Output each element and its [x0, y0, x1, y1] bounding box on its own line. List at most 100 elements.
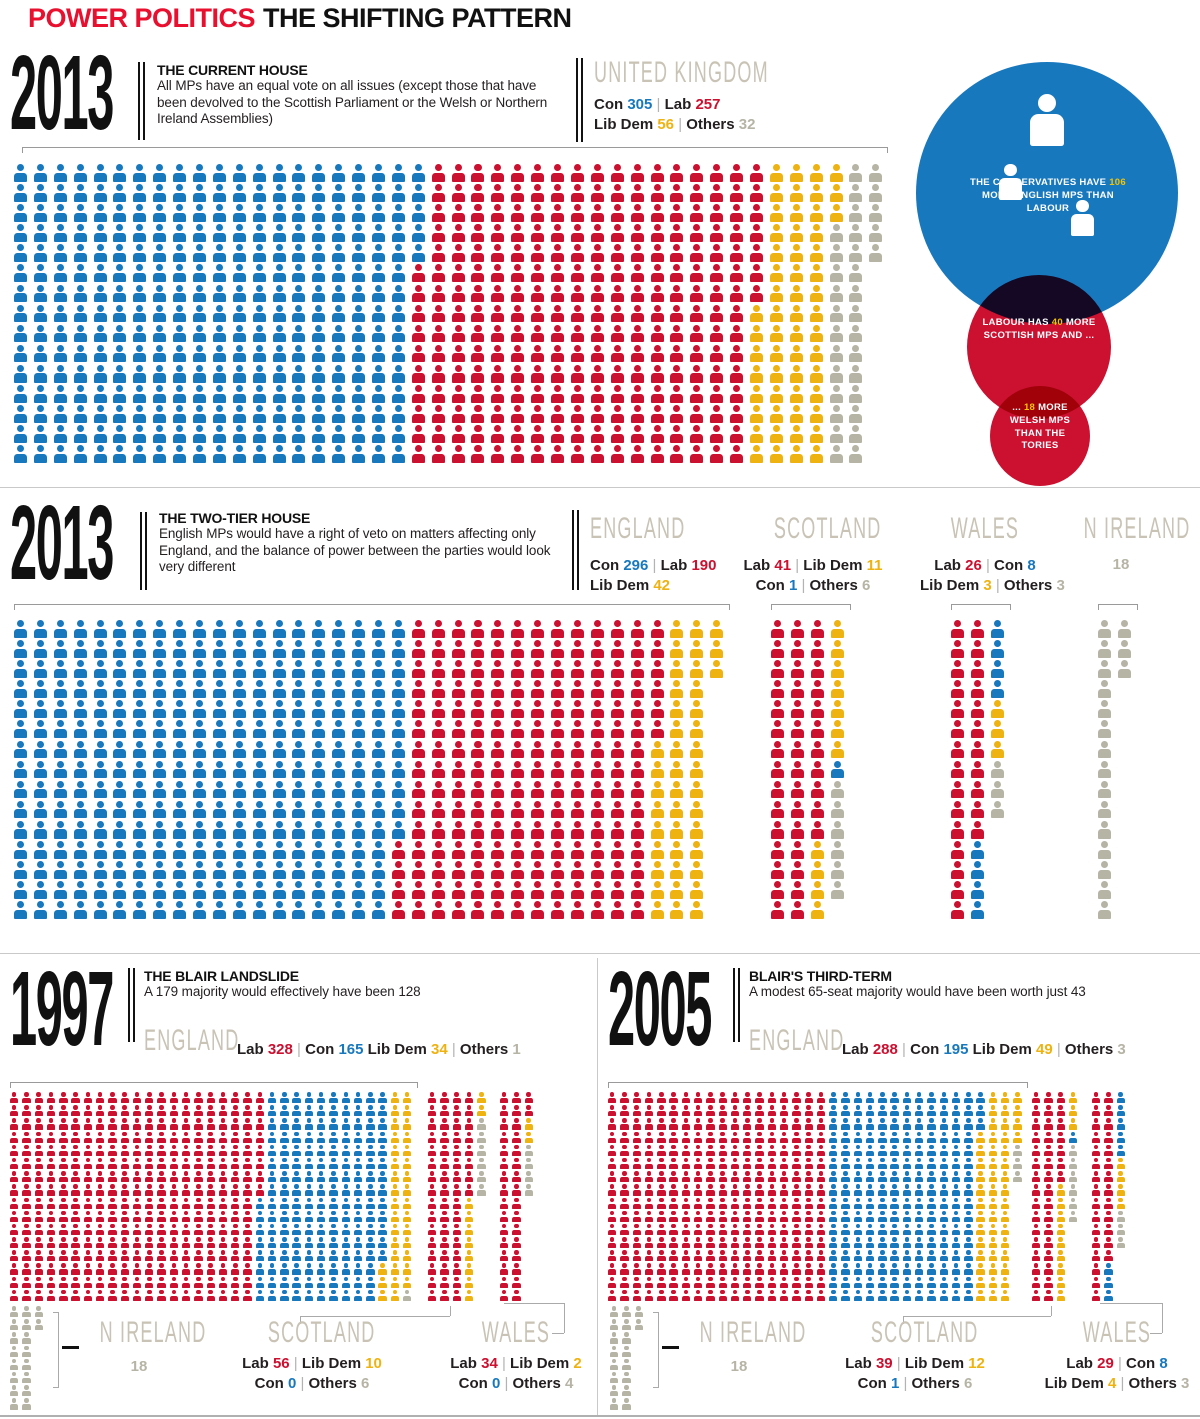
- pictogram-column: [153, 620, 167, 921]
- pictogram-column: [231, 1092, 240, 1303]
- pictogram-column: [252, 164, 266, 465]
- mp-icon-lab: [451, 405, 465, 423]
- mp-icon-lab: [710, 405, 724, 423]
- mp-icon-libdem: [988, 1184, 998, 1196]
- mp-icon-con: [252, 720, 266, 738]
- mp-icon-lab: [500, 1237, 509, 1249]
- mp-icon-con: [272, 364, 286, 383]
- mp-icon-libdem: [749, 445, 763, 463]
- mp-icon-lab: [810, 760, 824, 779]
- mp-icon-con: [232, 680, 246, 698]
- mp-icon-others: [622, 1332, 632, 1344]
- mp-icon-lab: [630, 204, 644, 222]
- mp-icon-lab: [500, 1105, 509, 1117]
- mp-icon-lab: [970, 760, 984, 779]
- mp-icon-others: [849, 324, 863, 343]
- mp-icon-con: [312, 740, 326, 759]
- mp-icon-con: [252, 901, 266, 919]
- pictogram-column: [1044, 1092, 1054, 1303]
- mp-icon-lab: [451, 385, 465, 403]
- mp-icon-con: [853, 1250, 863, 1262]
- mp-icon-lab: [391, 841, 405, 859]
- mp-icon-libdem: [1056, 1263, 1066, 1275]
- stat-text: |: [892, 1355, 905, 1372]
- mp-icon-lab: [644, 1144, 654, 1157]
- mp-icon-lab: [531, 720, 545, 738]
- mp-icon-lab: [632, 1223, 642, 1236]
- mp-icon-lab: [1044, 1223, 1054, 1236]
- mp-icon-con: [14, 364, 27, 383]
- mp-icon-con: [391, 680, 405, 698]
- mp-icon-lab: [620, 1184, 630, 1196]
- mp-icon-con: [332, 780, 346, 799]
- mp-icon-con: [252, 445, 266, 463]
- mp-icon-lab: [83, 1144, 93, 1157]
- mp-icon-con: [391, 224, 405, 242]
- mp-icon-lab: [743, 1210, 752, 1223]
- mp-icon-con: [252, 861, 266, 879]
- mp-icon-con: [304, 1131, 314, 1143]
- mp-icon-con: [53, 820, 67, 839]
- mp-icon-lab: [243, 1223, 253, 1236]
- mp-icon-libdem: [1001, 1250, 1010, 1262]
- mp-icon-lab: [411, 861, 425, 879]
- mp-icon-lab: [590, 861, 604, 879]
- mp-icon-lab: [59, 1157, 68, 1170]
- mp-icon-lab: [669, 1118, 679, 1130]
- mp-icon-libdem: [976, 1223, 986, 1236]
- mp-icon-con: [927, 1105, 937, 1117]
- mp-icon-con: [53, 324, 67, 343]
- mp-icon-con: [292, 1289, 302, 1302]
- mp-icon-libdem: [650, 740, 664, 759]
- mp-icon-con: [193, 861, 207, 879]
- mp-icon-con: [252, 385, 266, 403]
- mp-icon-lab: [491, 800, 505, 819]
- mp-icon-lab: [730, 1250, 740, 1262]
- mp-icon-con: [317, 1144, 326, 1157]
- mp-icon-lab: [669, 1131, 679, 1143]
- mp-icon-libdem: [690, 861, 704, 879]
- mp-icon-libdem: [524, 1131, 534, 1143]
- mp-icon-lab: [570, 284, 584, 303]
- mp-icon-con: [113, 184, 127, 202]
- mp-icon-con: [133, 620, 147, 638]
- mp-icon-lab: [693, 1289, 703, 1302]
- mp-icon-lab: [34, 1197, 44, 1209]
- mp-icon-lab: [790, 660, 804, 678]
- mp-icon-lab: [630, 680, 644, 698]
- mp-icon-lab: [718, 1250, 728, 1262]
- mp-icon-lab: [511, 881, 525, 899]
- mp-icon-con: [173, 740, 187, 759]
- mp-icon-con: [411, 164, 425, 182]
- mp-icon-con: [353, 1157, 363, 1170]
- mp-icon-lab: [755, 1171, 765, 1183]
- mp-icon-lab: [551, 304, 565, 323]
- grid-bracket: [951, 604, 1011, 610]
- mp-icon-con: [33, 780, 47, 799]
- mp-icon-con: [372, 284, 386, 303]
- mp-icon-lab: [551, 264, 565, 282]
- mp-icon-con: [272, 640, 286, 658]
- mp-icon-lab: [570, 620, 584, 638]
- mp-icon-lab: [471, 680, 485, 698]
- mp-icon-others: [403, 1289, 412, 1302]
- pictogram-column: [212, 164, 226, 465]
- mp-icon-con: [280, 1223, 289, 1236]
- stat-text: |: [289, 1355, 302, 1372]
- pictogram-column: [1098, 620, 1111, 921]
- mp-icon-others: [849, 445, 863, 463]
- mp-icon-con: [73, 820, 87, 839]
- mp-icon-lab: [194, 1237, 204, 1249]
- mp-icon-con: [292, 204, 306, 222]
- mp-icon-con: [865, 1276, 875, 1289]
- mp-icon-lab: [730, 385, 744, 403]
- mp-icon-lab: [10, 1184, 19, 1196]
- mp-icon-lab: [610, 304, 624, 323]
- mp-icon-libdem: [390, 1157, 400, 1170]
- pictogram-scotland-1997: [428, 1092, 489, 1303]
- mp-icon-con: [173, 204, 187, 222]
- mp-icon-lab: [608, 1157, 617, 1170]
- mp-icon-libdem: [809, 445, 823, 463]
- mp-icon-others: [829, 324, 843, 343]
- mp-icon-con: [341, 1289, 351, 1302]
